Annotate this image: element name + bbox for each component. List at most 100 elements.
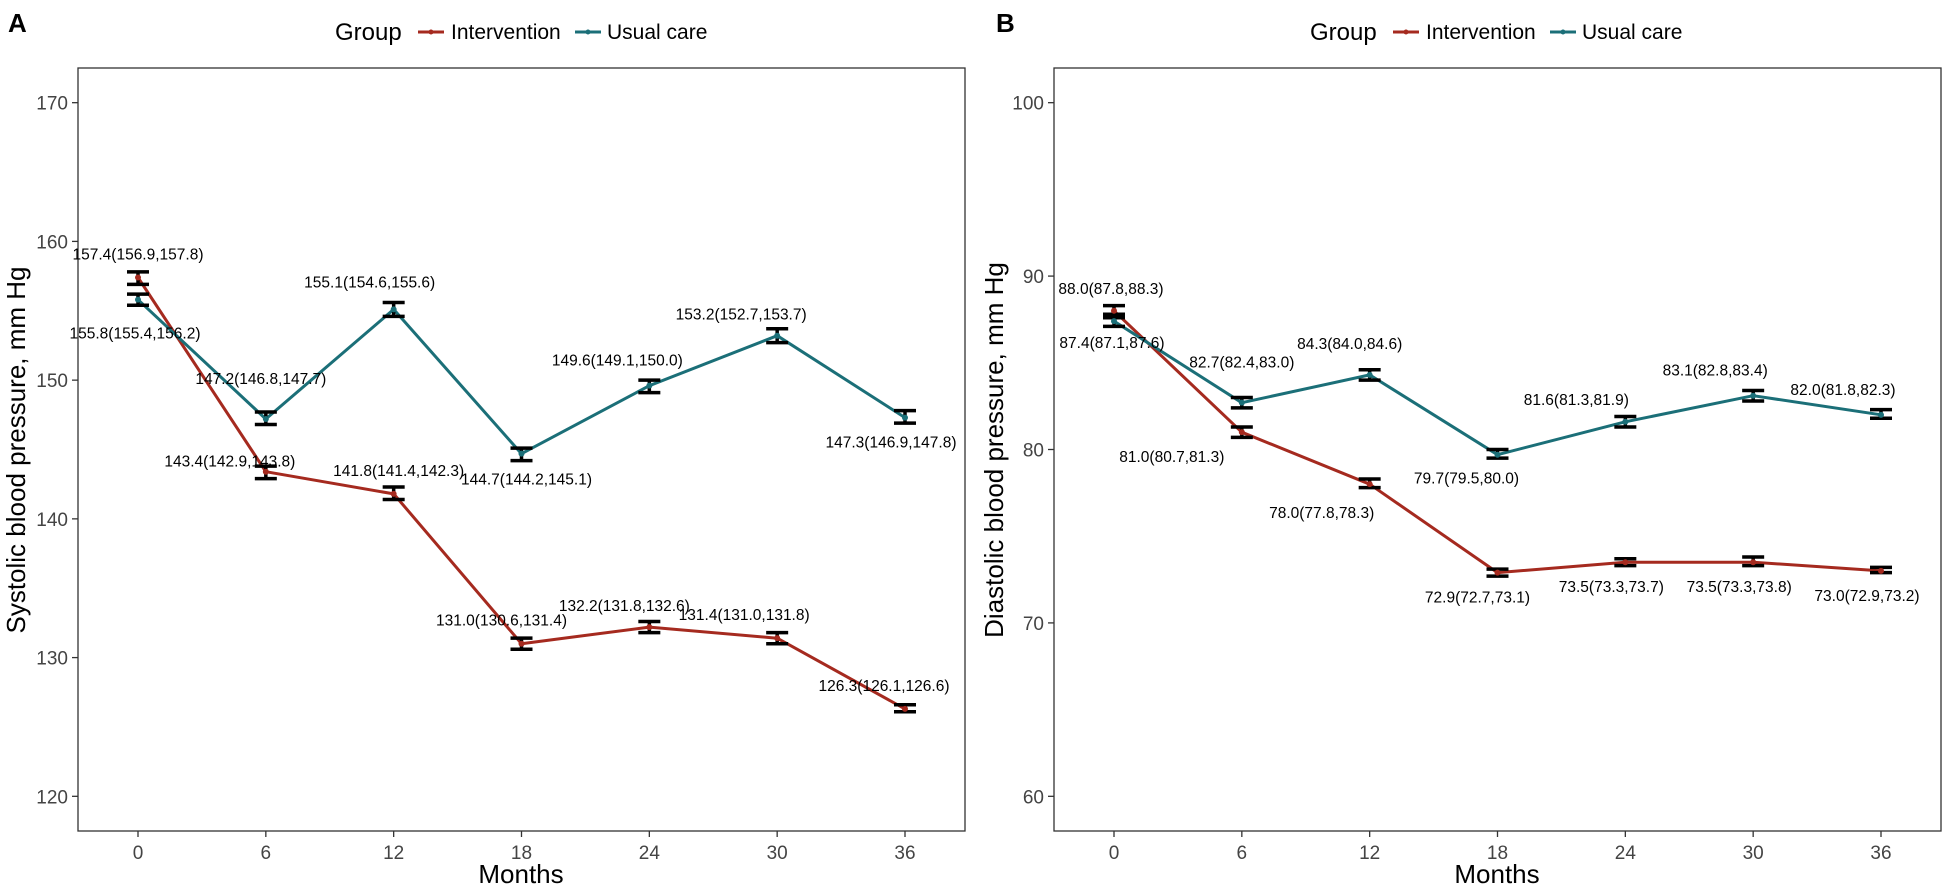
panel-b-point-intervention: [1878, 567, 1884, 574]
panel-a-errorbar-usual-care: [382, 300, 405, 319]
panel-a-errorbar-usual-care: [254, 410, 277, 427]
panel-b-x-axis-title: Months: [1454, 859, 1539, 889]
panel-a-y-tick-label: 130: [36, 649, 68, 670]
panel-b-point-usual-care: [1494, 451, 1501, 458]
panel-a-systolic-chart: A Group Intervention Usual care 12013014…: [1, 8, 966, 889]
panel-b-legend-title: Group: [1310, 19, 1377, 46]
panel-b-x-tick-label: 18: [1487, 843, 1508, 864]
panel-b-x-axis: 0 6 12 18 24 30 36: [1109, 831, 1892, 864]
panel-b-data-label-usual-care: 81.6(81.3,81.9): [1524, 392, 1629, 409]
panel-b-point-intervention: [1494, 569, 1501, 576]
panel-a-point-usual-care: [774, 332, 781, 339]
panel-a-x-tick-label: 24: [639, 843, 661, 864]
panel-b-point-intervention: [1111, 307, 1117, 314]
panel-b-errorbar-intervention: [1742, 555, 1765, 568]
panel-b-y-tick-label: 90: [1023, 267, 1044, 288]
panel-b-errorbar-intervention: [1103, 303, 1125, 316]
panel-a-errorbar-intervention: [510, 636, 533, 652]
panel-b-errorbar-intervention: [1614, 556, 1637, 568]
panel-a-point-usual-care: [262, 415, 269, 422]
panel-a-y-tick-label: 120: [36, 787, 68, 808]
panel-b-data-label-usual-care: 82.7(82.4,83.0): [1189, 355, 1294, 372]
panel-b-x-tick-label: 0: [1109, 843, 1120, 864]
panel-b-point-usual-care: [1366, 371, 1373, 378]
panel-a-errorbar-intervention: [254, 464, 277, 481]
panel-a-y-tick-label: 140: [36, 510, 68, 531]
panel-a-letter: A: [8, 8, 27, 38]
panel-a-x-tick-label: 18: [511, 843, 532, 864]
panel-b-y-axis-title: Diastolic blood pressure, mm Hg: [979, 262, 1009, 638]
panel-a-legend-dot-usual-care: [585, 29, 591, 35]
panel-a-point-intervention: [646, 624, 653, 631]
panel-a-data-label-usual-care: 144.7(144.2,145.1): [461, 472, 592, 489]
panel-a-series: [127, 270, 916, 714]
panel-b-legend-dot-intervention: [1403, 29, 1409, 35]
panel-a-point-usual-care: [646, 382, 653, 389]
panel-a-legend-key-usual-care: [575, 29, 601, 35]
panel-a-data-label-intervention: 157.4(156.9,157.8): [73, 246, 204, 263]
panel-a-data-label-intervention: 131.0(130.6,131.4): [436, 613, 567, 630]
panel-a-point-intervention: [774, 635, 781, 642]
panel-b-errorbar-usual-care: [1103, 315, 1125, 329]
panel-a-point-intervention: [262, 468, 269, 475]
panel-a-errorbar-intervention: [127, 270, 149, 287]
panel-a-data-label-intervention: 131.4(131.0,131.8): [679, 607, 810, 624]
panel-b-legend-key-usual-care: [1550, 29, 1576, 35]
panel-a-data-label-intervention: 143.4(142.9,143.8): [164, 454, 295, 471]
panel-a-legend-dot-intervention: [428, 29, 434, 35]
panel-b-data-label-intervention: 73.5(73.3,73.8): [1687, 579, 1792, 596]
panel-a-y-tick-label: 170: [36, 94, 68, 115]
panel-b-data-label-usual-care: 83.1(82.8,83.4): [1663, 363, 1768, 380]
panel-a-errorbar-usual-care: [638, 378, 661, 395]
panel-a-errorbar-usual-care: [510, 446, 533, 463]
panel-b-legend-label-intervention: Intervention: [1426, 21, 1536, 44]
panel-a-x-tick-label: 36: [894, 843, 915, 864]
panel-a-legend: Group Intervention Usual care: [335, 19, 707, 46]
panel-b-line-usual-care: [1113, 319, 1882, 457]
panel-b-errorbar-usual-care: [1614, 414, 1637, 429]
panel-a-errorbar-intervention: [894, 703, 916, 714]
panel-a-errorbar-intervention: [382, 485, 405, 502]
panel-b-data-label-intervention: 73.0(72.9,73.2): [1814, 588, 1919, 605]
panel-a-y-tick-label: 150: [36, 371, 68, 392]
panel-b-point-intervention: [1366, 481, 1373, 488]
panel-a-errorbar-usual-care: [894, 408, 916, 425]
panel-b-legend-label-usual-care: Usual care: [1582, 21, 1682, 44]
panel-a-data-labels: 157.4(156.9,157.8) 143.4(142.9,143.8) 141.…: [70, 246, 957, 694]
panel-b-data-label-usual-care: 79.7(79.5,80.0): [1414, 471, 1519, 488]
panel-b-y-axis: 60 70 80 90 100: [1012, 94, 1054, 808]
panel-a-x-axis: 0 6 12 18 24 30 36: [133, 831, 916, 864]
panel-a-x-tick-label: 6: [261, 843, 272, 864]
panel-a-x-tick-label: 12: [383, 843, 404, 864]
panel-b-data-label-intervention: 78.0(77.8,78.3): [1269, 505, 1374, 522]
panel-a-data-label-intervention: 132.2(131.8,132.6): [559, 598, 690, 615]
panel-b-x-tick-label: 6: [1237, 843, 1248, 864]
panel-a-point-intervention: [135, 274, 141, 281]
panel-b-data-label-usual-care: 87.4(87.1,87.6): [1059, 335, 1164, 352]
panel-b-data-labels: 88.0(87.8,88.3) 81.0(80.7,81.3) 78.0(77.8,…: [1058, 281, 1919, 607]
panel-a-data-label-usual-care: 155.1(154.6,155.6): [304, 274, 435, 291]
panel-a-point-usual-care: [390, 306, 397, 313]
panel-b-point-usual-care: [1238, 399, 1245, 406]
panel-b-errorbar-usual-care: [1358, 367, 1381, 382]
panel-b-x-tick-label: 36: [1870, 843, 1891, 864]
panel-a-point-intervention: [518, 640, 525, 647]
panel-b-series: [1103, 303, 1892, 578]
panel-a-data-label-usual-care: 149.6(149.1,150.0): [552, 353, 683, 370]
panel-b-point-usual-care: [1878, 411, 1884, 418]
panel-b-point-usual-care: [1111, 318, 1117, 325]
panel-b-point-intervention: [1622, 559, 1629, 566]
panel-a-point-intervention: [902, 705, 908, 712]
panel-b-data-label-usual-care: 84.3(84.0,84.6): [1297, 336, 1402, 353]
panel-b-y-tick-label: 70: [1023, 614, 1044, 635]
panel-b-errorbar-usual-care: [1486, 447, 1509, 460]
panel-b-errorbar-intervention: [1870, 565, 1892, 575]
panel-a-y-axis-title: Systolic blood pressure, mm Hg: [1, 266, 31, 633]
panel-a-point-usual-care: [518, 450, 525, 457]
panel-a-x-axis-title: Months: [478, 859, 563, 889]
panel-b-x-tick-label: 30: [1743, 843, 1764, 864]
panel-a-x-tick-label: 0: [133, 843, 144, 864]
panel-b-x-tick-label: 24: [1615, 843, 1637, 864]
panel-b-diastolic-chart: B Group Intervention Usual care 60708090…: [979, 8, 1942, 889]
panel-b-errorbar-intervention: [1358, 477, 1381, 490]
